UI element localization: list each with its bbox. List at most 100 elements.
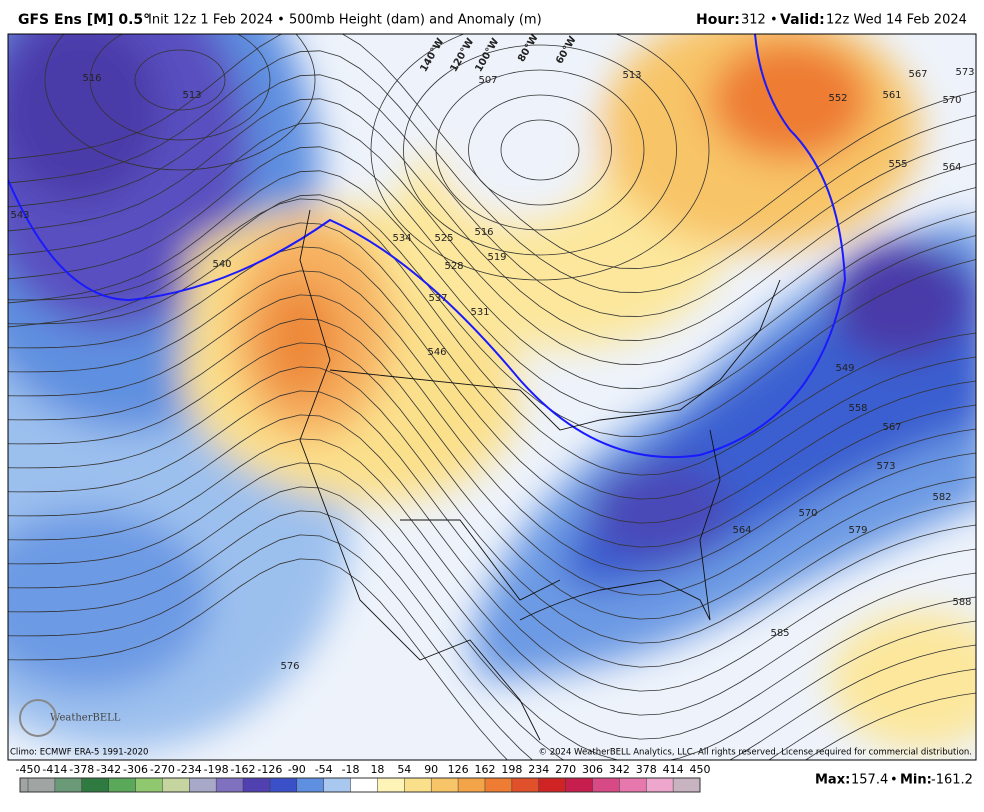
min: -161.2 [931,773,973,788]
contour [403,44,677,256]
colorbar-tick-label: -270 [150,763,175,776]
border [400,519,561,601]
contour [134,49,226,111]
hour: 312 [741,13,766,28]
colorbar-swatch [296,778,324,792]
colorbar-tick-label: 18 [370,763,384,776]
contour-label: 570 [942,95,961,106]
colorbar-tick-label: 378 [636,763,657,776]
colorbar-tick-label: -342 [96,763,121,776]
anomaly [440,80,600,220]
colorbar-tick-label: -54 [315,763,333,776]
colorbar-tick-label: -378 [69,763,94,776]
stats: Max: 157.4 • Min: -161.2 [815,773,973,788]
colorbar-tick-label: -162 [231,763,256,776]
colorbar-tick-label: -450 [16,763,41,776]
contour-label: 519 [487,252,506,263]
contour-label: 564 [732,525,751,536]
contour-label: 513 [622,70,641,81]
colorbar-tick-label: 342 [609,763,630,776]
colorbar: -450 -414 -378 -342 -306 -270 -234 -198 -162 -126… [16,763,711,793]
colorbar-swatch [565,778,593,792]
coastline [299,209,541,741]
colorbar-swatch [323,778,351,792]
colorbar-tick-label: -126 [257,763,282,776]
colorbar-swatch [81,778,109,792]
anomaly [8,510,210,690]
contour [8,294,976,572]
contour-label: 576 [280,661,299,672]
coastline [519,429,721,621]
separator: • [770,13,778,28]
colorbar-swatch [511,778,539,792]
contour-label: 570 [798,508,817,519]
anomaly [710,40,870,160]
logo-mark [19,699,57,737]
colorbar-swatch [269,778,297,792]
contour [8,318,976,596]
contour-label: 546 [427,347,446,358]
hour-label: Hour: [696,12,740,28]
colorbar-swatch [28,778,55,792]
colorbar-swatch [431,778,459,792]
colorbar-swatch [162,778,190,792]
contour [8,342,976,620]
contour [435,69,645,231]
contour [8,438,976,716]
contour-label: 507 [478,75,497,86]
colorbar-tick-label: 450 [690,763,711,776]
colorbar-swatch [135,778,163,792]
title: GFS Ens [M] 0.5° [18,12,150,28]
contour-label: 561 [882,90,901,101]
contour [89,34,271,141]
valid-label: Valid: [780,12,825,28]
colorbar-tick-label: 126 [448,763,469,776]
contour-label: 549 [835,363,854,374]
colorbar-tick-label: 234 [528,763,549,776]
colorbar-swatch [592,778,620,792]
header: GFS Ens [M] 0.5° Init 12z 1 Feb 2024 • 5… [18,12,967,28]
contour [8,462,976,740]
contour-546 [8,34,847,459]
contour [8,222,976,500]
colorbar-swatch [377,778,405,792]
contour-label: 525 [434,233,453,244]
separator: • [890,773,898,788]
anomaly [590,460,730,560]
colorbar-swatch [673,778,700,792]
colorbar-swatch [189,778,217,792]
colorbar-tick-label: 270 [555,763,576,776]
contour [8,146,976,389]
colorbar-swatch [54,778,82,792]
contour [370,34,710,281]
colorbar-swatch [484,778,512,792]
contour-label: 543 [10,210,29,221]
contour [468,94,612,206]
contour-label: 552 [828,93,847,104]
valid: 12z Wed 14 Feb 2024 [826,13,967,28]
contour [8,98,976,341]
anomaly [830,610,976,750]
contour [8,534,976,760]
contour-label: 513 [182,90,201,101]
copyright: © 2024 WeatherBELL Analytics, LLC. All r… [539,748,972,758]
anomaly [8,34,160,200]
contour [8,122,976,365]
contour [8,170,976,413]
contour-label: 540 [212,259,231,270]
contour [8,390,976,668]
colorbar-swatch [216,778,244,792]
contour [8,270,976,548]
contour-label: 516 [82,73,101,84]
contour-label: 528 [444,261,463,272]
contour-label: 582 [932,492,951,503]
contour-label: 531 [470,307,489,318]
contour [8,558,976,760]
contour-label: 579 [848,525,867,536]
colorbar-swatch [108,778,136,792]
max: 157.4 [851,773,888,788]
contour-label: 567 [882,422,901,433]
border [329,279,781,431]
